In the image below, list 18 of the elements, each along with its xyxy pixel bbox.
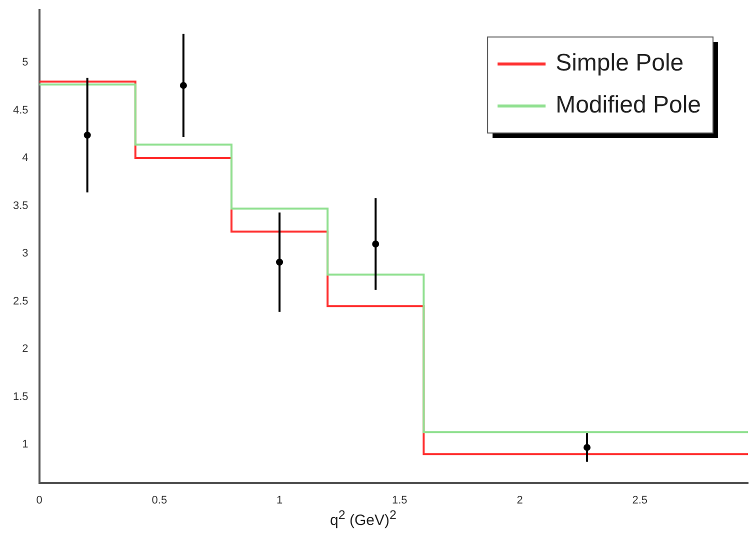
- x-tick-label: 0.5: [152, 494, 168, 506]
- y-tick-label: 1: [22, 438, 28, 451]
- x-tick-label: 0: [36, 494, 42, 506]
- x-tick-label: 2: [516, 494, 523, 506]
- y-tick-label: 1.5: [12, 390, 28, 403]
- x-tick-label: 1.5: [392, 494, 408, 506]
- x-tick-label: 1: [276, 494, 283, 506]
- x-tick-label: 2.5: [632, 494, 648, 506]
- y-tick-label: 4: [22, 152, 28, 164]
- y-tick-label: 2: [22, 343, 28, 356]
- y-tick-label: 3.5: [12, 200, 28, 212]
- y-tick-label: 2.5: [12, 295, 28, 308]
- x-axis-title: q$^{2}$ (GeV)$^{2}$: [330, 508, 396, 529]
- legend-label: Simple Pole: [556, 50, 684, 77]
- y-tick-label: 3: [22, 248, 28, 260]
- legend-label: Modified Pole: [556, 92, 702, 119]
- y-tick-label: 4.5: [12, 104, 28, 116]
- y-tick-label: 5: [22, 56, 28, 69]
